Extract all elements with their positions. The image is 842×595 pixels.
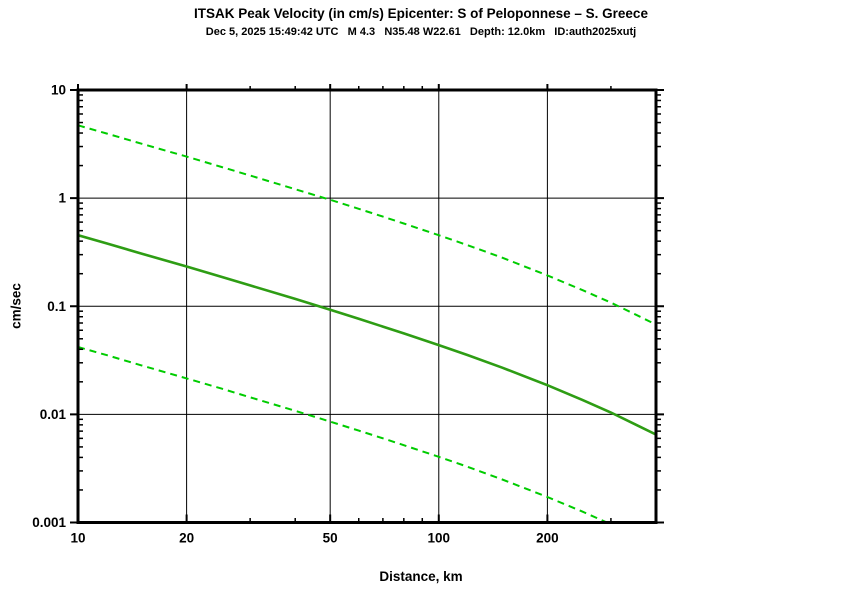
y-tick-label: 0.01 <box>40 407 67 422</box>
curve-median-plus-sigma <box>79 124 655 325</box>
y-tick-label: 1 <box>58 191 66 206</box>
curve-median <box>79 234 655 436</box>
curves <box>79 124 655 521</box>
y-tick-label: 10 <box>51 83 66 98</box>
x-tick-label: 50 <box>323 531 338 546</box>
x-tick-label: 10 <box>70 531 85 546</box>
axis-ticks <box>70 84 664 524</box>
curve-median-minus-sigma <box>79 346 606 521</box>
gridlines <box>78 90 656 523</box>
x-tick-label: 20 <box>179 531 194 546</box>
y-axis-label: cm/sec <box>8 283 24 329</box>
chart-subtitle: Dec 5, 2025 15:49:42 UTC M 4.3 N35.48 W2… <box>205 26 637 38</box>
y-tick-label: 0.1 <box>47 299 66 314</box>
x-axis-label: Distance, km <box>379 569 463 584</box>
y-tick-label: 0.001 <box>32 515 66 530</box>
x-tick-label: 100 <box>428 531 451 546</box>
tick-labels: 10 20 50 100 200 10 1 0.1 0.01 0.001 <box>32 83 558 546</box>
chart-title: ITSAK Peak Velocity (in cm/s) Epicenter:… <box>194 6 648 21</box>
x-tick-label: 200 <box>536 531 559 546</box>
